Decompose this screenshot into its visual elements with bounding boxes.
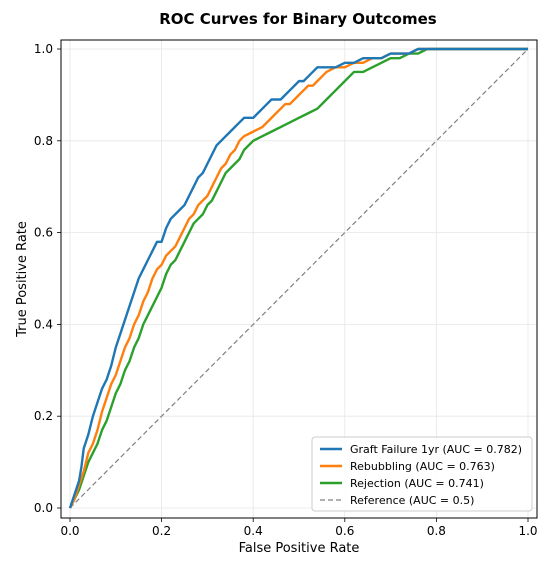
y-tick-label: 0.4	[34, 317, 53, 331]
ticks: 0.0 0.2 0.4 0.6 0.8 1.0 0.0 0.2 0.4 0.6 0.8 1.0	[34, 42, 538, 538]
series-layer	[68, 47, 529, 509]
y-tick-label: 0.0	[34, 501, 53, 515]
x-tick-label: 0.0	[60, 524, 79, 538]
y-tick-label: 0.8	[34, 134, 53, 148]
y-tick-label: 0.6	[34, 226, 53, 240]
legend-box	[311, 436, 533, 512]
legend-label: Reference (AUC = 0.5)	[350, 494, 474, 507]
x-tick-label: 1.0	[518, 524, 537, 538]
roc-curve-1	[68, 47, 528, 509]
y-tick-label: 0.2	[34, 409, 53, 423]
x-tick-label: 0.4	[244, 524, 263, 538]
x-tick-label: 0.8	[427, 524, 446, 538]
roc-curve-2	[68, 47, 528, 509]
chart-title: ROC Curves for Binary Outcomes	[159, 10, 437, 28]
legend: Graft Failure 1yr (AUC = 0.782) Rebubblin…	[311, 436, 533, 512]
y-axis-label: True Positive Rate	[15, 221, 30, 338]
roc-curve-0	[68, 47, 528, 509]
legend-label: Graft Failure 1yr (AUC = 0.782)	[350, 443, 522, 456]
x-tick-label: 0.2	[152, 524, 171, 538]
x-axis-label: False Positive Rate	[239, 541, 360, 556]
y-tick-label: 1.0	[34, 42, 53, 56]
legend-label: Rejection (AUC = 0.741)	[350, 477, 484, 490]
legend-label: Rebubbling (AUC = 0.763)	[350, 460, 495, 473]
x-tick-label: 0.6	[335, 524, 354, 538]
reference-line	[69, 48, 529, 509]
grid	[61, 40, 537, 518]
plot-frame	[60, 39, 538, 519]
